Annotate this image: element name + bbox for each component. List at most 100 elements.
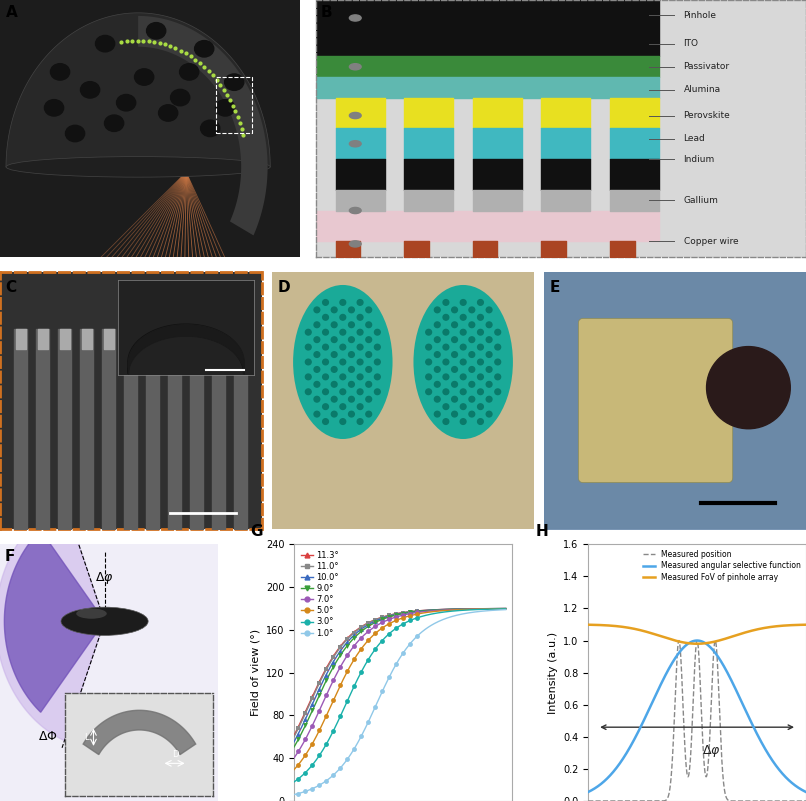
Circle shape xyxy=(486,322,492,328)
Circle shape xyxy=(495,374,501,380)
Circle shape xyxy=(443,315,449,320)
Polygon shape xyxy=(0,502,105,741)
Circle shape xyxy=(314,307,320,312)
Circle shape xyxy=(349,141,361,147)
Circle shape xyxy=(495,389,501,395)
Circle shape xyxy=(460,404,466,409)
Circle shape xyxy=(225,74,244,91)
Circle shape xyxy=(469,352,475,357)
Circle shape xyxy=(348,411,355,417)
Y-axis label: Intensity (a.u.): Intensity (a.u.) xyxy=(547,631,558,714)
Circle shape xyxy=(357,315,363,320)
Circle shape xyxy=(451,307,458,312)
Circle shape xyxy=(451,381,458,387)
Circle shape xyxy=(451,322,458,328)
Circle shape xyxy=(147,22,166,39)
Circle shape xyxy=(305,374,311,380)
Text: Indium: Indium xyxy=(683,155,715,163)
Circle shape xyxy=(443,344,449,350)
Circle shape xyxy=(486,396,492,402)
Circle shape xyxy=(478,344,484,350)
Polygon shape xyxy=(138,16,268,235)
Circle shape xyxy=(375,359,380,364)
Polygon shape xyxy=(6,13,270,167)
Circle shape xyxy=(460,300,466,305)
Circle shape xyxy=(426,389,431,395)
Circle shape xyxy=(366,411,372,417)
Circle shape xyxy=(469,381,475,387)
Circle shape xyxy=(460,359,466,364)
Circle shape xyxy=(331,352,337,357)
Circle shape xyxy=(357,419,363,425)
Circle shape xyxy=(357,359,363,364)
Circle shape xyxy=(340,389,346,395)
Circle shape xyxy=(426,374,431,380)
Circle shape xyxy=(322,329,328,335)
Circle shape xyxy=(434,396,440,402)
Circle shape xyxy=(426,329,431,335)
Text: B: B xyxy=(321,5,333,20)
Circle shape xyxy=(486,411,492,417)
Circle shape xyxy=(495,344,501,350)
Circle shape xyxy=(451,396,458,402)
Circle shape xyxy=(366,352,372,357)
Circle shape xyxy=(375,389,380,395)
Circle shape xyxy=(314,367,320,372)
Text: C: C xyxy=(5,280,16,295)
Circle shape xyxy=(366,307,372,312)
Circle shape xyxy=(305,344,311,350)
Circle shape xyxy=(65,125,85,142)
Circle shape xyxy=(460,389,466,395)
Circle shape xyxy=(322,374,328,380)
Text: $\Delta\varphi$: $\Delta\varphi$ xyxy=(702,743,721,759)
Legend: Measured position, Measured angular selective function, Measured FoV of pinhole : Measured position, Measured angular sele… xyxy=(642,548,802,583)
Circle shape xyxy=(469,396,475,402)
Circle shape xyxy=(375,344,380,350)
Circle shape xyxy=(340,404,346,409)
Text: Lead: Lead xyxy=(683,134,705,143)
Circle shape xyxy=(314,381,320,387)
Circle shape xyxy=(348,381,355,387)
Circle shape xyxy=(426,359,431,364)
Circle shape xyxy=(460,315,466,320)
Circle shape xyxy=(707,347,791,429)
Circle shape xyxy=(340,344,346,350)
Circle shape xyxy=(469,411,475,417)
Circle shape xyxy=(348,337,355,343)
Circle shape xyxy=(349,207,361,214)
Circle shape xyxy=(366,396,372,402)
Circle shape xyxy=(331,307,337,312)
Circle shape xyxy=(443,419,449,425)
Circle shape xyxy=(434,411,440,417)
Ellipse shape xyxy=(61,607,148,635)
FancyBboxPatch shape xyxy=(579,318,733,483)
Circle shape xyxy=(357,329,363,335)
Circle shape xyxy=(469,337,475,343)
Circle shape xyxy=(478,389,484,395)
Circle shape xyxy=(349,241,361,247)
Circle shape xyxy=(366,322,372,328)
Circle shape xyxy=(443,359,449,364)
Circle shape xyxy=(331,381,337,387)
Circle shape xyxy=(314,352,320,357)
Circle shape xyxy=(349,63,361,70)
Circle shape xyxy=(322,300,328,305)
Circle shape xyxy=(460,419,466,425)
Circle shape xyxy=(426,344,431,350)
Circle shape xyxy=(357,300,363,305)
Circle shape xyxy=(375,374,380,380)
Circle shape xyxy=(460,329,466,335)
Circle shape xyxy=(349,15,361,21)
Circle shape xyxy=(348,352,355,357)
Circle shape xyxy=(469,367,475,372)
Circle shape xyxy=(340,300,346,305)
Text: Pinhole: Pinhole xyxy=(683,11,717,20)
Circle shape xyxy=(443,389,449,395)
Text: Alumina: Alumina xyxy=(683,86,721,95)
Circle shape xyxy=(366,337,372,343)
Circle shape xyxy=(478,359,484,364)
Circle shape xyxy=(314,396,320,402)
Circle shape xyxy=(340,359,346,364)
Circle shape xyxy=(478,300,484,305)
Circle shape xyxy=(348,367,355,372)
